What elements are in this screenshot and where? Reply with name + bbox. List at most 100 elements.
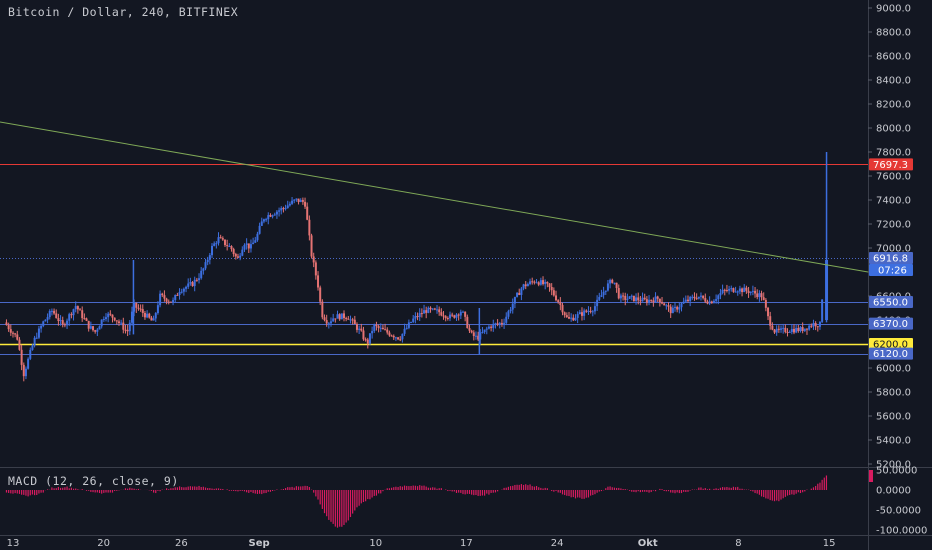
candle-down: [226, 245, 229, 247]
x-tick-label: Sep: [249, 538, 270, 549]
macd-label: MACD (12, 26, close, 9): [8, 474, 179, 488]
candle-down: [764, 299, 767, 308]
candle-down: [362, 330, 365, 340]
candle-up: [193, 279, 196, 287]
candle-down: [754, 290, 757, 294]
candle-down: [704, 298, 707, 302]
candle-down: [63, 324, 66, 326]
candle-down: [9, 329, 12, 333]
candle-up: [799, 327, 802, 332]
candle-up: [808, 325, 811, 330]
candle-up: [674, 306, 677, 308]
candle-up: [198, 278, 201, 281]
candle-down: [695, 298, 698, 300]
candle-down: [645, 299, 648, 303]
candle-down: [444, 316, 447, 318]
candle-down: [321, 301, 324, 318]
macd-badge: [869, 470, 873, 482]
candle-down: [165, 298, 168, 302]
candle-down: [381, 327, 384, 330]
candle-down: [442, 315, 445, 317]
candle-up: [448, 314, 451, 319]
candle-down: [139, 308, 142, 310]
y-tick-label: 9000.0: [876, 4, 911, 15]
macd-tick-label: -50.0000: [876, 506, 921, 517]
candle-up: [749, 291, 752, 293]
candle-up: [721, 289, 724, 294]
candle-up: [33, 337, 36, 346]
candle-up: [684, 299, 687, 302]
candle-up: [217, 237, 220, 244]
x-tick-label: 24: [551, 538, 564, 549]
y-tick-label: 8800.0: [876, 28, 911, 39]
y-tick-label: 6000.0: [876, 364, 911, 375]
candle-down: [312, 256, 315, 263]
candle-up: [37, 328, 40, 338]
candle-down: [221, 238, 224, 240]
candle-down: [762, 297, 765, 300]
candle-up: [671, 307, 674, 314]
candle-up: [159, 293, 162, 306]
candle-down: [353, 319, 356, 325]
candle-down: [710, 301, 713, 304]
candle-up: [604, 290, 607, 292]
candle-up: [455, 314, 458, 318]
candle-down: [236, 256, 239, 258]
candle-up: [50, 310, 53, 312]
candle-down: [282, 208, 285, 210]
x-tick-label: 20: [97, 538, 110, 549]
candle-down: [115, 320, 118, 322]
candle-up: [414, 316, 417, 319]
candle-up: [330, 321, 333, 324]
candle-up: [42, 321, 45, 326]
candle-up: [187, 283, 190, 287]
candle-up: [479, 332, 482, 340]
candle-up: [628, 296, 631, 299]
candle-up: [758, 293, 761, 298]
candle-up: [418, 313, 421, 318]
candle-up: [803, 328, 806, 331]
candle-up: [403, 328, 406, 334]
candle-up: [635, 297, 638, 302]
x-tick-label: 13: [7, 538, 20, 549]
candle-up: [654, 296, 657, 303]
candle-up: [570, 317, 573, 319]
candle-down: [57, 317, 60, 322]
candle-up: [48, 310, 51, 318]
candle-up: [730, 288, 733, 290]
candle-up: [180, 291, 183, 293]
candle-up: [185, 286, 188, 289]
candle-up: [100, 319, 103, 327]
candle-up: [539, 280, 542, 285]
candle-up: [239, 255, 242, 258]
candle-up: [583, 310, 586, 316]
candle-down: [323, 317, 326, 321]
candle-down: [247, 243, 250, 249]
candle-up: [410, 321, 413, 323]
candle-up: [427, 307, 430, 313]
candle-up: [401, 333, 404, 340]
candle-up: [128, 322, 131, 332]
candle-up: [574, 317, 577, 321]
candle-up: [154, 313, 157, 319]
candle-up: [172, 299, 175, 303]
price-badge-bg: [869, 317, 913, 330]
candle-up: [275, 211, 278, 215]
candle-up: [412, 318, 415, 322]
time-axis[interactable]: 13 20 26 Sep 10 17 24 Okt 8 15: [7, 538, 836, 549]
candle-up: [788, 331, 791, 333]
candle-up: [587, 310, 590, 312]
candle-up: [66, 320, 69, 326]
candle-up: [485, 328, 488, 330]
candle-down: [760, 293, 763, 298]
candle-down: [347, 318, 350, 320]
candle-down: [425, 310, 428, 313]
candle-up: [44, 319, 47, 322]
candle-down: [451, 314, 454, 316]
candle-down: [686, 299, 689, 302]
candle-up: [511, 303, 514, 310]
candle-down: [94, 330, 97, 332]
